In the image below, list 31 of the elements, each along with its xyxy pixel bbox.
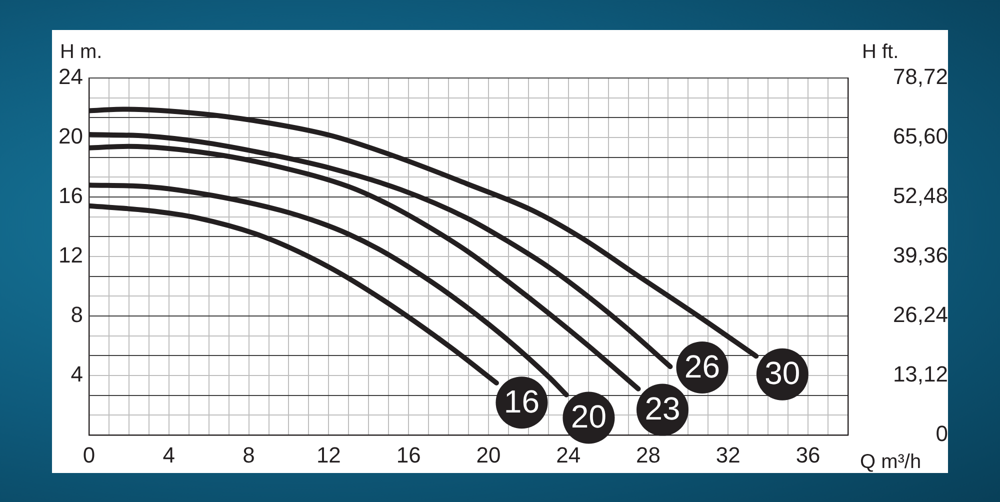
- y-tick-label: 24: [58, 64, 83, 90]
- y-axis-title: H m.: [60, 41, 102, 63]
- series-label: 16: [504, 383, 540, 420]
- y2-tick-label: 0: [936, 421, 948, 446]
- x-tick-label: 36: [796, 442, 820, 468]
- x-tick-label: 28: [636, 442, 661, 468]
- y2-tick-label: 52,48: [892, 183, 948, 208]
- x-axis-title: Q m³/h: [860, 451, 922, 473]
- x-tick-label: 16: [396, 442, 421, 468]
- series-label: 26: [684, 348, 720, 384]
- x-tick-label: 8: [242, 442, 255, 468]
- y-tick-label: 16: [58, 183, 83, 208]
- x-tick-label: 20: [476, 442, 501, 468]
- x-tick-label: 4: [162, 442, 176, 468]
- y2-tick-label: 13,12: [892, 362, 948, 387]
- y-tick-label: 4: [70, 362, 83, 387]
- y2-tick-label: 26,24: [892, 302, 948, 328]
- x-tick-label: 24: [556, 442, 581, 468]
- legend-label: 23: [644, 390, 680, 427]
- y2-tick-label: 65,60: [892, 124, 948, 149]
- y2-tick-label: 78,72: [892, 64, 948, 90]
- x-tick-label: 12: [316, 442, 341, 468]
- y-tick-label: 8: [70, 302, 83, 328]
- y2-axis-title: H ft.: [862, 41, 899, 63]
- x-tick-label: 0: [82, 442, 96, 468]
- x-tick-label: 32: [716, 442, 740, 468]
- y-tick-label: 20: [58, 124, 83, 149]
- legend-label: 20: [570, 398, 607, 435]
- legend-label: 30: [764, 355, 800, 392]
- y2-tick-label: 39,36: [892, 242, 948, 268]
- y-tick-label: 12: [58, 242, 83, 268]
